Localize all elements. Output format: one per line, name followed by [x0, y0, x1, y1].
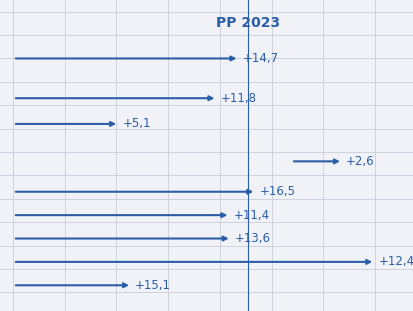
Text: +11,4: +11,4: [233, 209, 269, 222]
Text: +16,5: +16,5: [259, 185, 295, 198]
Text: +14,7: +14,7: [242, 52, 278, 65]
Text: +13,6: +13,6: [234, 232, 270, 245]
Text: +15,1: +15,1: [135, 279, 171, 292]
Text: +2,6: +2,6: [345, 155, 374, 168]
Text: +5,1: +5,1: [122, 118, 150, 130]
Text: +12,4: +12,4: [377, 255, 413, 268]
Text: PP 2023: PP 2023: [216, 16, 280, 30]
Text: +11,8: +11,8: [220, 92, 256, 105]
